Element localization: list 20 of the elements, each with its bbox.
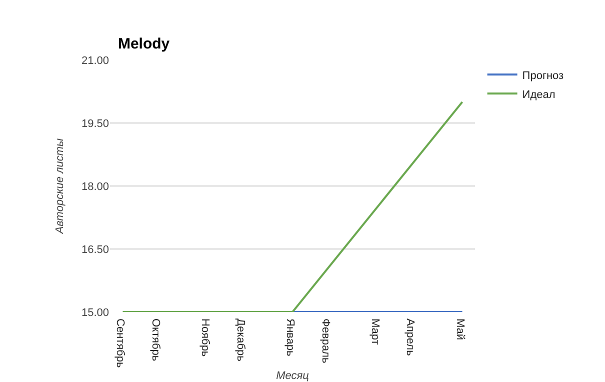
x-tick-label: Май [454, 318, 466, 340]
x-tick-label: Сентябрь [114, 318, 126, 368]
y-tick-label: 18.00 [81, 180, 109, 193]
y-tick-label: 15.00 [81, 306, 109, 319]
x-tick-label: Декабрь [234, 318, 246, 362]
y-tick-label: 21.00 [81, 54, 109, 67]
x-axis-title: Месяц [276, 370, 309, 382]
legend-label: Прогноз [522, 70, 564, 82]
x-tick-label: Апрель [404, 318, 416, 356]
x-tick-label: Октябрь [150, 318, 162, 362]
x-tick-label: Январь [284, 318, 296, 356]
legend-label: Идеал [522, 88, 556, 101]
line-series [122, 101, 464, 312]
chart-title: Melody [118, 36, 170, 53]
x-tick-label: Февраль [319, 318, 332, 364]
y-tick-label: 19.50 [81, 118, 109, 130]
y-axis-title: Авторские листы [54, 138, 66, 235]
y-tick-label: 16.50 [81, 244, 109, 256]
x-tick-label: Ноябрь [199, 318, 212, 357]
x-tick-label: Март [368, 318, 381, 345]
